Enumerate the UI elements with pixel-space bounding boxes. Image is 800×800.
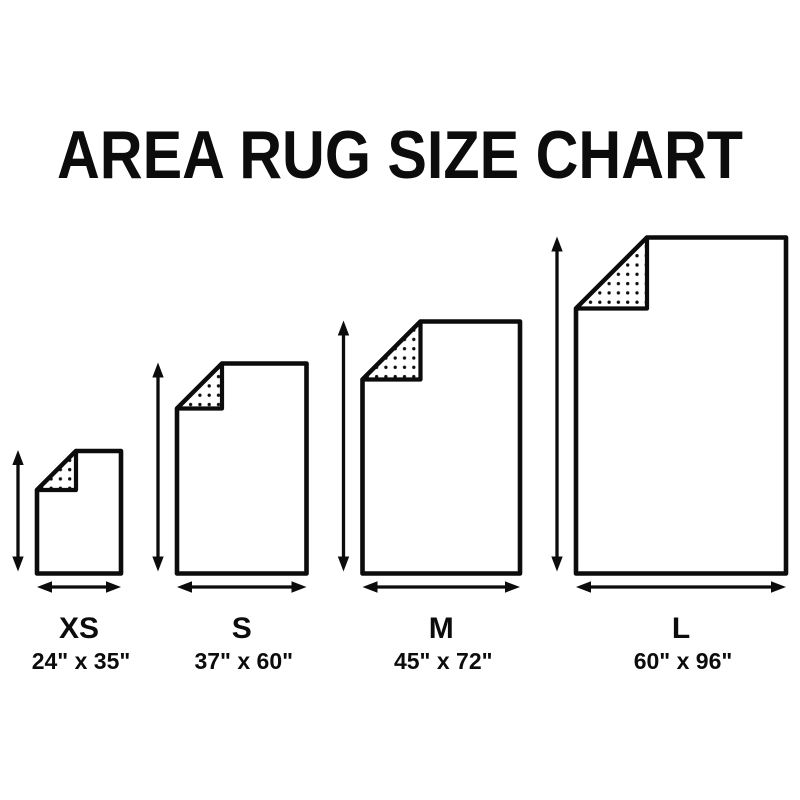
size-label-xs: XS	[59, 612, 99, 645]
arrow-head-left-icon	[576, 581, 591, 593]
arrow-head-top-icon	[152, 362, 164, 378]
width-arrow-m	[362, 581, 520, 593]
width-arrow-l	[576, 581, 786, 593]
page-title: AREA RUG SIZE CHART	[57, 117, 743, 193]
rug-diagram-xs: XS 24" x 35"	[12, 448, 131, 674]
rug-diagram-m: M 45" x 72"	[337, 319, 523, 674]
height-arrow-xs	[12, 450, 24, 572]
rug-folded-corner-icon-xs	[34, 448, 79, 493]
height-arrow-m	[337, 320, 350, 572]
arrow-head-bottom-icon	[152, 556, 164, 572]
arrow-head-top-icon	[337, 320, 350, 336]
rug-folded-corner-icon-m	[360, 319, 423, 382]
rug-folded-corner-icon-l	[573, 235, 650, 311]
rug-diagram-s: S 37" x 60"	[152, 361, 309, 674]
arrow-head-left-icon	[362, 581, 378, 593]
arrow-head-right-icon	[106, 581, 121, 593]
arrow-head-bottom-icon	[337, 556, 350, 572]
height-arrow-l	[551, 236, 563, 572]
arrow-head-right-icon	[505, 581, 520, 593]
arrow-head-left-icon	[177, 581, 192, 593]
arrow-head-right-icon	[771, 581, 786, 593]
size-dimensions-s: 37" x 60"	[194, 648, 293, 674]
arrow-head-top-icon	[551, 236, 563, 252]
rug-diagram-l: L 60" x 96"	[551, 235, 789, 674]
arrow-head-bottom-icon	[551, 556, 563, 572]
size-label-s: S	[232, 612, 252, 645]
arrow-head-top-icon	[12, 450, 24, 465]
arrow-head-bottom-icon	[12, 556, 24, 572]
rug-outline-xs	[34, 448, 124, 576]
size-dimensions-m: 45" x 72"	[394, 648, 493, 674]
size-dimensions-l: 60" x 96"	[634, 648, 733, 674]
width-arrow-xs	[37, 581, 121, 593]
arrow-head-right-icon	[291, 581, 307, 593]
size-dimensions-xs: 24" x 35"	[32, 648, 131, 674]
height-arrow-s	[152, 362, 164, 572]
size-label-m: M	[429, 612, 454, 645]
rug-diagrams: XS 24" x 35" S 37" x 60" M 45" x 72" L 60" x 96…	[12, 235, 789, 674]
width-arrow-s	[177, 581, 307, 593]
size-label-l: L	[672, 612, 690, 645]
rug-folded-corner-icon-s	[174, 361, 225, 411]
arrow-head-left-icon	[37, 581, 52, 593]
